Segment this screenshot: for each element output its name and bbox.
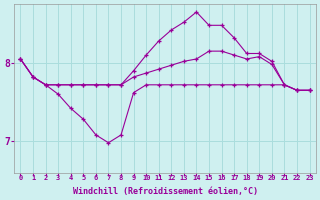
X-axis label: Windchill (Refroidissement éolien,°C): Windchill (Refroidissement éolien,°C) xyxy=(73,187,258,196)
